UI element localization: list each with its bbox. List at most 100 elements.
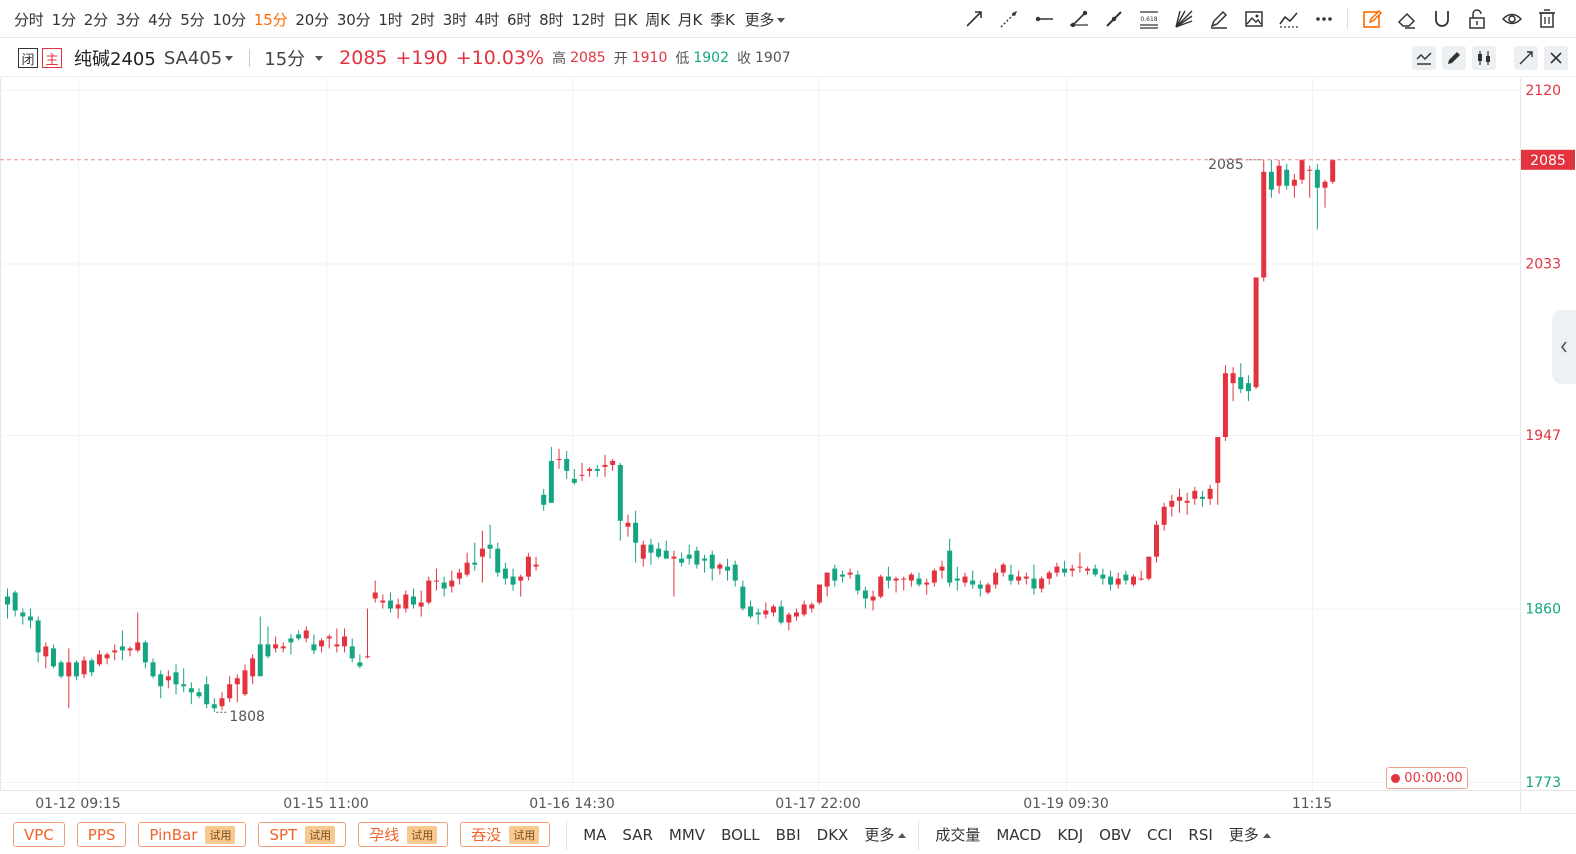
- period-tab[interactable]: 12时: [571, 10, 605, 29]
- main-indicator-item[interactable]: BOLL: [721, 825, 760, 844]
- fibonacci-icon[interactable]: 0.618: [1134, 4, 1164, 34]
- period-tab[interactable]: 5分: [180, 10, 205, 29]
- period-tab[interactable]: 8时: [539, 10, 564, 29]
- countdown-value: 00:00:00: [1404, 770, 1463, 786]
- polyline-icon[interactable]: [1274, 4, 1304, 34]
- period-tab[interactable]: 20分: [295, 10, 329, 29]
- edit-icon[interactable]: [1357, 4, 1387, 34]
- collapse-icon[interactable]: [1514, 46, 1538, 70]
- indicator-button[interactable]: 吞没 试用: [460, 822, 551, 847]
- candle-up: [939, 566, 945, 571]
- candle-up: [380, 600, 386, 603]
- chevron-down-icon[interactable]: [315, 55, 324, 61]
- candle-down: [196, 692, 202, 697]
- candle-up: [640, 544, 646, 559]
- period-tab[interactable]: 3分: [115, 10, 141, 29]
- candle-up: [433, 580, 439, 582]
- period-tab[interactable]: 4时: [474, 10, 500, 29]
- candle-up: [771, 606, 776, 613]
- period-tab[interactable]: 1时: [378, 10, 403, 29]
- candle-up: [1230, 373, 1236, 384]
- candle-up: [671, 556, 677, 559]
- indicator-button[interactable]: VPC: [13, 822, 65, 847]
- period-tab[interactable]: 月K: [677, 10, 703, 29]
- timeframe-select[interactable]: 15分: [264, 49, 306, 70]
- trend-line-icon[interactable]: [959, 4, 989, 34]
- main-indicator-item[interactable]: DKX: [816, 825, 849, 844]
- more-main-indicator-item[interactable]: 更多: [864, 824, 907, 845]
- candle-down: [472, 562, 478, 565]
- eye-icon[interactable]: [1497, 4, 1527, 34]
- candle-down: [778, 606, 784, 623]
- candle-down: [73, 662, 79, 677]
- period-tab[interactable]: 3时: [442, 10, 467, 29]
- side-panel-toggle[interactable]: [1552, 310, 1576, 384]
- indicator-button[interactable]: SPT 试用: [258, 822, 347, 847]
- main-indicator-item[interactable]: BBI: [775, 825, 801, 844]
- period-tab[interactable]: 周K: [645, 10, 670, 29]
- period-tab[interactable]: 6时: [507, 10, 532, 29]
- pen-icon[interactable]: [1204, 4, 1234, 34]
- sub-indicator-item[interactable]: CCI: [1147, 825, 1173, 844]
- main-indicator-item[interactable]: SAR: [622, 825, 653, 844]
- candle-up: [250, 658, 256, 677]
- sub-indicator-item[interactable]: 成交量: [935, 826, 981, 844]
- indicator-bar: VPC PPS PinBar 试用 SPT 试用 孕线 试用 吞没 试用 MA SAR MMV BOLL B…: [0, 813, 1576, 854]
- candle-down: [748, 606, 754, 617]
- period-tab[interactable]: 2时: [410, 10, 435, 29]
- candle-up: [1154, 524, 1159, 557]
- indicator-button[interactable]: PPS: [76, 822, 127, 847]
- open-label: 开: [613, 51, 628, 67]
- main-indicator-item[interactable]: MMV: [668, 825, 706, 844]
- trial-badge: 试用: [509, 825, 540, 844]
- sub-indicator-item[interactable]: MACD: [996, 825, 1042, 844]
- candle-up: [993, 572, 999, 585]
- chart-type-button[interactable]: [1412, 46, 1436, 70]
- sub-indicator-item[interactable]: KDJ: [1057, 825, 1084, 844]
- candle-settings-button[interactable]: [1472, 46, 1496, 70]
- period-tab[interactable]: 2分: [83, 10, 108, 29]
- sub-indicator-item[interactable]: RSI: [1188, 825, 1213, 844]
- ray-line-icon[interactable]: [994, 4, 1024, 34]
- symbol-name[interactable]: 纯碱2405: [74, 49, 156, 70]
- more-sub-indicator-item[interactable]: 更多: [1229, 824, 1271, 845]
- candle-down: [663, 550, 669, 559]
- indicator-button[interactable]: PinBar 试用: [138, 822, 247, 847]
- candle-up: [242, 670, 248, 695]
- candle-down: [617, 464, 623, 521]
- candle-up: [81, 660, 87, 675]
- gann-fan-icon[interactable]: [1169, 4, 1199, 34]
- candle-down: [947, 550, 953, 583]
- horizontal-segment-icon[interactable]: [1029, 4, 1059, 34]
- candle-down: [862, 590, 868, 599]
- close-icon[interactable]: [1544, 46, 1568, 70]
- period-tab[interactable]: 15分: [253, 10, 288, 29]
- bar-divider: [918, 819, 920, 850]
- draw-toggle-button[interactable]: [1442, 46, 1466, 70]
- sub-indicator-item[interactable]: OBV: [1099, 825, 1132, 844]
- period-tab[interactable]: 10分: [212, 10, 246, 29]
- more-dots-icon[interactable]: [1309, 4, 1339, 34]
- candle-up: [165, 676, 171, 681]
- period-tab[interactable]: 分时: [14, 10, 44, 29]
- period-tab[interactable]: 季K: [710, 10, 735, 29]
- period-tab[interactable]: 日K: [612, 10, 638, 29]
- chevron-down-icon[interactable]: [225, 55, 234, 61]
- magnet-icon[interactable]: [1427, 4, 1457, 34]
- candle-down: [211, 704, 217, 709]
- symbol-code[interactable]: SA405: [163, 47, 223, 69]
- indicator-button[interactable]: 孕线 试用: [358, 822, 449, 847]
- candlestick-chart[interactable]: 01-12 09:15 01-15 11:00 01-16 14:30 01-17 2…: [0, 78, 1576, 812]
- image-icon[interactable]: [1239, 4, 1269, 34]
- more-periods-button[interactable]: 更多: [745, 9, 786, 30]
- lock-icon[interactable]: [1462, 4, 1492, 34]
- period-tab[interactable]: 30分: [336, 10, 371, 29]
- period-tab[interactable]: 4分: [148, 10, 173, 29]
- trash-icon[interactable]: [1532, 4, 1562, 34]
- eraser-icon[interactable]: [1392, 4, 1422, 34]
- period-tab[interactable]: 1分: [51, 10, 76, 29]
- brush-line-icon[interactable]: [1099, 4, 1129, 34]
- candle-up: [1115, 578, 1121, 585]
- main-indicator-item[interactable]: MA: [583, 825, 607, 844]
- segment-icon[interactable]: [1064, 4, 1094, 34]
